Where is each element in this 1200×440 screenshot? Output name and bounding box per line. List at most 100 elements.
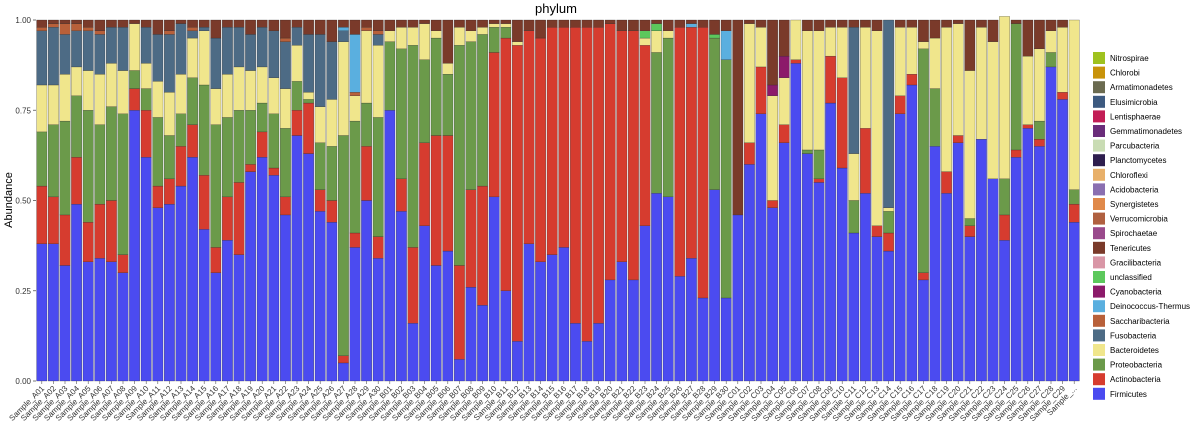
bar-segment — [140, 157, 152, 382]
bar-segment — [512, 341, 523, 382]
bar-segment — [164, 135, 175, 179]
bar-segment — [140, 63, 152, 89]
bar-segment-other — [628, 19, 639, 31]
bar-segment — [175, 74, 187, 114]
bar-segment — [1045, 52, 1057, 68]
bar-segment-other — [906, 19, 918, 28]
bar-segment — [1068, 203, 1080, 223]
bar-segment — [720, 297, 732, 382]
bar-segment-other — [720, 19, 732, 31]
bar-segment — [48, 124, 59, 198]
bar-segment-other — [268, 19, 280, 31]
y-tick-label: 0.50 — [15, 197, 31, 206]
bar-segment — [117, 254, 129, 273]
bar-segment-other — [59, 19, 71, 24]
bar-segment — [906, 27, 918, 75]
bar-segment — [941, 193, 952, 382]
bar-segment — [175, 146, 187, 187]
bar-segment-other — [465, 19, 477, 31]
bar-segment-other — [291, 19, 303, 28]
bar-segment — [825, 55, 836, 104]
bar-segment-other — [546, 19, 558, 28]
bar-segment — [442, 63, 454, 75]
bar-segment — [268, 167, 280, 176]
bar-segment — [94, 124, 106, 205]
bar-segment — [1057, 27, 1068, 93]
bar-segment — [500, 27, 512, 39]
bar-segment — [1068, 189, 1080, 205]
bar-segment — [952, 23, 964, 136]
bar-segment — [384, 41, 396, 111]
legend-swatch — [1093, 198, 1105, 210]
bar-segment-other — [94, 19, 106, 31]
bar-segment — [303, 99, 314, 104]
bar-segment-other — [245, 19, 256, 35]
bar-segment — [512, 41, 523, 46]
bar-segment — [268, 113, 280, 169]
bar-segment — [372, 30, 384, 35]
bar-segment — [222, 27, 233, 75]
bar-segment — [396, 211, 407, 382]
bar-segment — [314, 106, 326, 143]
legend-swatch — [1093, 300, 1105, 313]
bar-segment — [767, 95, 778, 201]
bar-segment-other — [36, 19, 48, 28]
bar-segment — [1068, 19, 1080, 190]
bar-segment — [767, 84, 778, 96]
bar-segment — [233, 110, 245, 183]
bar-segment — [546, 254, 558, 382]
bar-segment — [477, 185, 488, 306]
bar-segment-other — [407, 19, 419, 28]
legend-label: unclassified — [1110, 273, 1152, 282]
bar-segment — [338, 30, 349, 42]
bar-segment — [871, 236, 883, 382]
bar-segment — [233, 27, 245, 68]
bar-segment-other — [616, 19, 628, 31]
bar-segment — [222, 74, 233, 118]
legend-label: Planctomycetes — [1110, 156, 1166, 165]
bar-segment — [778, 55, 790, 78]
bar-segment-other — [860, 19, 871, 28]
bar-segment — [280, 196, 291, 216]
bar-segment — [407, 247, 419, 324]
bar-segment-other — [778, 19, 790, 57]
bar-segment-other — [175, 19, 187, 24]
bar-segment — [941, 171, 952, 194]
bar-segment — [628, 30, 639, 281]
bar-segment — [639, 45, 651, 226]
bar-segment — [999, 16, 1010, 179]
bar-segment — [117, 272, 129, 382]
bar-segment-other — [987, 19, 999, 42]
bar-segment — [407, 45, 419, 248]
y-tick-label: 1.00 — [15, 16, 31, 25]
bar-segment-other — [709, 19, 720, 35]
bar-segment — [291, 110, 303, 136]
bar-segment-other — [82, 19, 94, 28]
bar-segment — [280, 128, 291, 198]
bar-segment — [836, 77, 848, 169]
bar-segment — [338, 355, 349, 364]
bar-segment — [686, 258, 697, 382]
bar-segment — [488, 52, 500, 198]
bar-segment-other — [813, 19, 825, 31]
bar-segment — [129, 88, 140, 111]
bar-segment — [372, 236, 384, 259]
legend-label: Verrucomicrobia — [1110, 215, 1168, 224]
bar-segment-other — [964, 19, 976, 71]
bar-segment — [964, 70, 976, 219]
bar-segment-other — [1034, 19, 1045, 50]
bar-segment — [1057, 92, 1068, 100]
bar-segment-other — [419, 19, 430, 24]
bar-segment-other — [686, 19, 697, 24]
bar-segment — [396, 27, 407, 50]
bar-segment — [929, 88, 941, 147]
bar-segment — [59, 74, 71, 122]
bar-segment — [674, 27, 686, 277]
y-axis: 0.00 0.25 0.50 0.75 1.00 — [15, 16, 36, 386]
bar-segment — [593, 27, 604, 324]
bar-segment — [361, 200, 372, 382]
bar-segment-other — [674, 19, 686, 28]
bar-segment-other — [152, 19, 164, 35]
bar-segment — [106, 63, 117, 107]
bar-segment — [500, 37, 512, 291]
